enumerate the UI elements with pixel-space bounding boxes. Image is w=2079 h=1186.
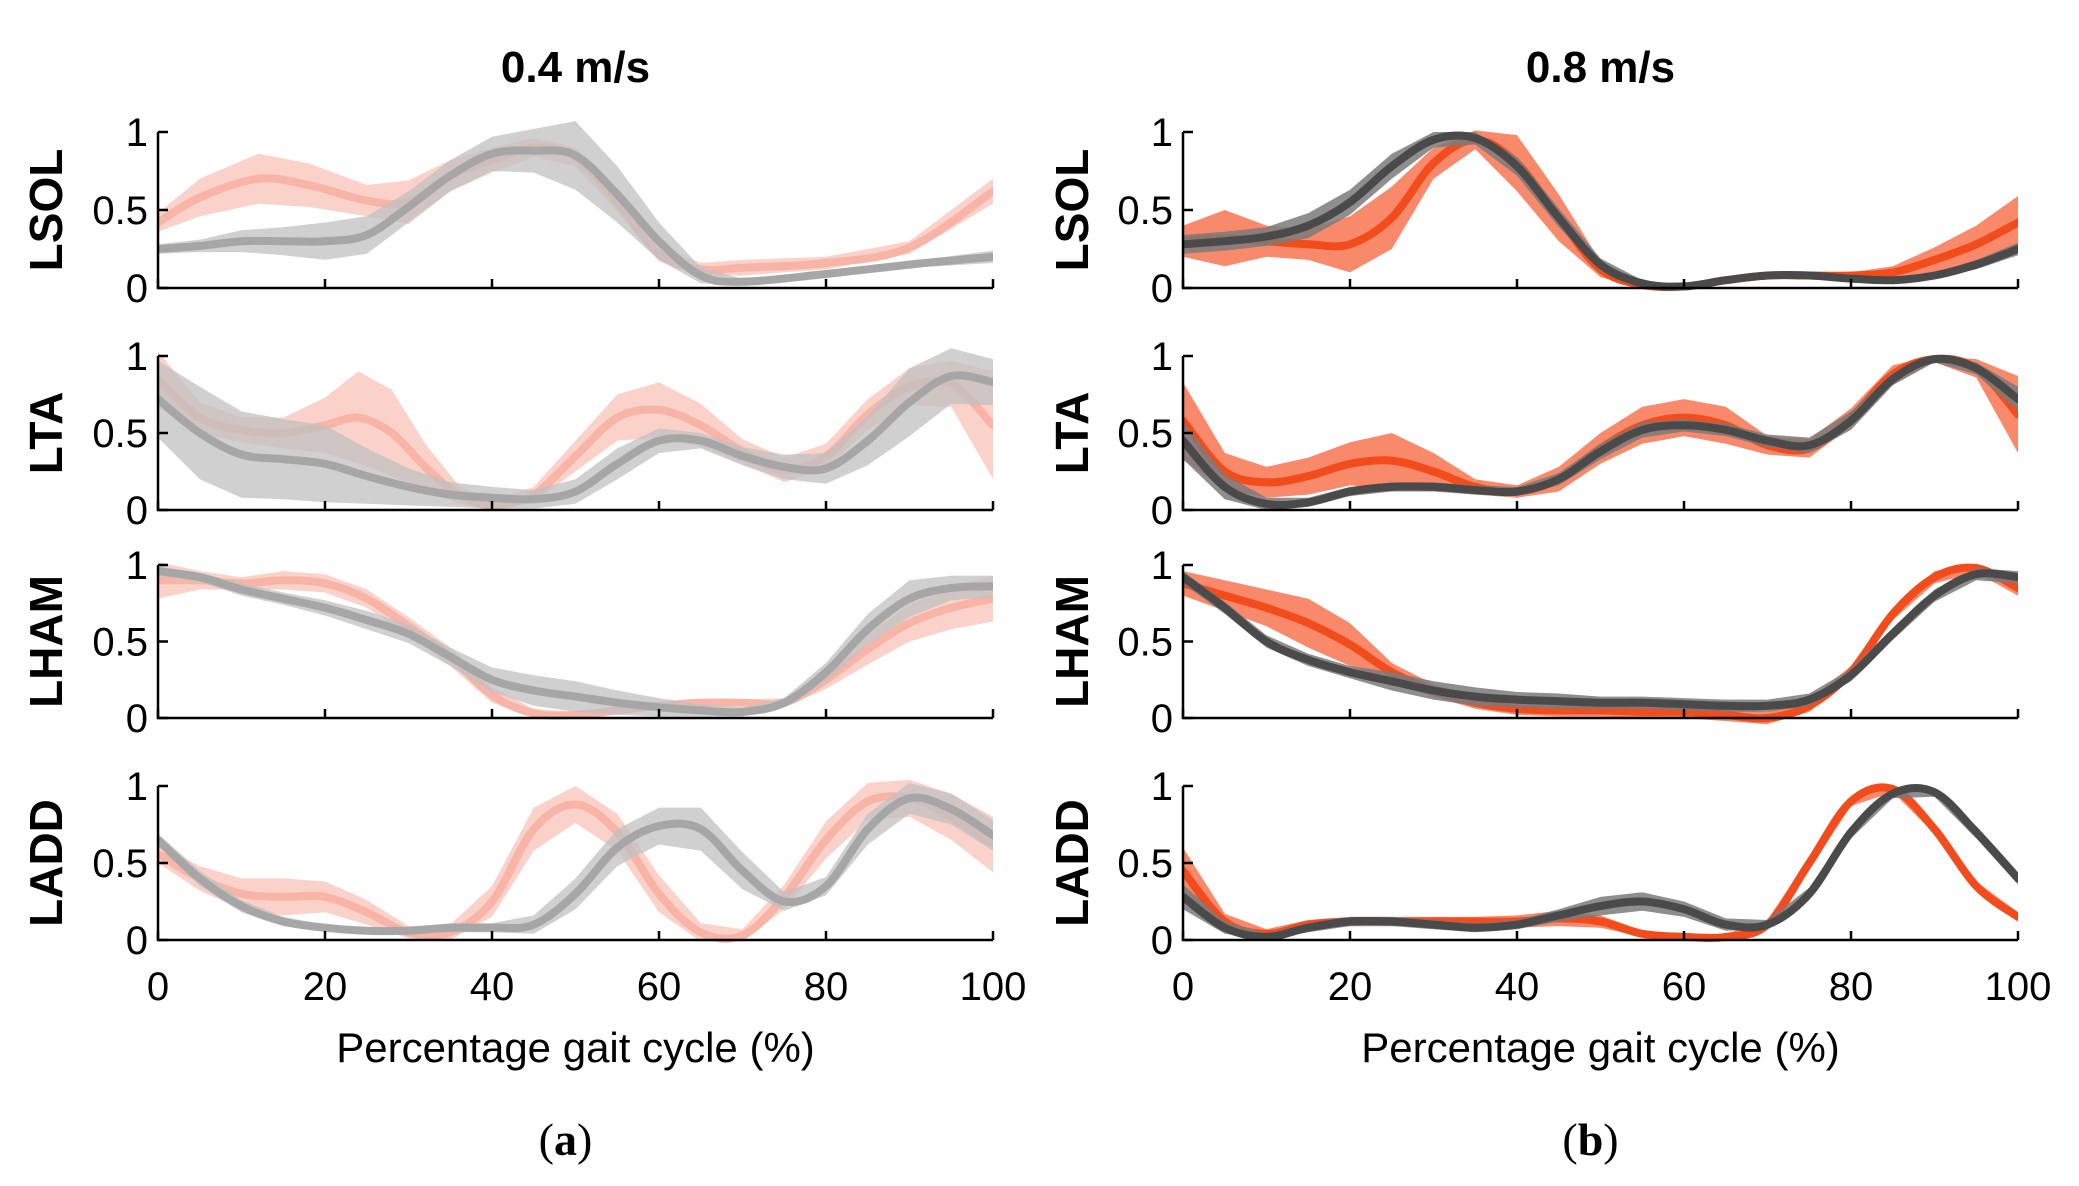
subplot-lsol: 0 0.5 1 LSOL (20, 111, 995, 311)
sd-band-gray (158, 121, 993, 285)
y-tick-label: 0.5 (92, 842, 148, 886)
panel-caption: (a) (539, 1114, 593, 1165)
sd-band-gray (158, 348, 993, 509)
plot-area (1183, 130, 2018, 292)
row-label: LHAM (1046, 575, 1098, 708)
sd-band-gray (1183, 568, 2018, 712)
y-tick-label: 1 (1151, 765, 1173, 809)
row-label: LADD (1046, 799, 1098, 927)
caption-part: b (1578, 1114, 1604, 1165)
panel-a: 0.4 m/s 0 0.5 1 LSOL 0 0.5 1 LTA 0 0.5 1 LHAM 0 0.5 1 LA… (20, 43, 1026, 1165)
mean-line-orange (1183, 563, 2018, 723)
x-tick-label: 60 (637, 965, 682, 1009)
y-tick-label: 0 (126, 489, 148, 533)
panel-title: 0.4 m/s (501, 43, 650, 92)
row-label: LSOL (1046, 149, 1098, 272)
y-tick-label: 0.5 (1117, 621, 1173, 665)
y-tick-label: 0 (126, 267, 148, 311)
sd-band-orange (1183, 786, 2018, 940)
x-axis-label: Percentage gait cycle (%) (336, 1024, 815, 1071)
mean-line-gray (158, 567, 993, 717)
y-tick-label: 0 (1151, 489, 1173, 533)
mean-line-gray (158, 793, 993, 936)
x-tick-label: 100 (1985, 965, 2052, 1009)
y-tick-label: 0.5 (92, 621, 148, 665)
sd-band-gray (158, 566, 993, 717)
row-label: LADD (20, 799, 72, 927)
x-tick-label: 100 (960, 965, 1027, 1009)
y-tick-label: 0.5 (92, 189, 148, 233)
caption-part: ) (577, 1114, 592, 1165)
mean-line-gray (1183, 354, 2018, 510)
y-tick-label: 0 (126, 919, 148, 963)
y-tick-label: 1 (126, 544, 148, 588)
y-tick-label: 1 (126, 765, 148, 809)
caption-part: a (554, 1114, 577, 1165)
mean-line-gray (158, 146, 993, 286)
row-label: LSOL (20, 149, 72, 272)
x-axis-label: Percentage gait cycle (%) (1361, 1024, 1840, 1071)
caption-part: ( (539, 1114, 554, 1165)
caption-part: ) (1603, 1114, 1618, 1165)
plot-area (158, 348, 993, 510)
caption-part: ( (1562, 1114, 1577, 1165)
row-label: LTA (1046, 392, 1098, 475)
x-tick-label: 20 (303, 965, 348, 1009)
y-tick-label: 0 (1151, 697, 1173, 741)
x-tick-label: 60 (1662, 965, 1707, 1009)
y-tick-label: 1 (1151, 544, 1173, 588)
y-tick-label: 0.5 (1117, 412, 1173, 456)
y-tick-label: 0.5 (1117, 189, 1173, 233)
mean-line-orange (158, 792, 993, 943)
y-tick-label: 1 (126, 111, 148, 155)
sd-band-gray (158, 782, 993, 934)
y-tick-label: 1 (126, 335, 148, 379)
subplot-lsol: 0 0.5 1 LSOL (1046, 111, 2020, 311)
mean-line-orange (158, 576, 993, 720)
panel-title: 0.8 m/s (1526, 43, 1675, 92)
subplot-lham: 0 0.5 1 LHAM (20, 544, 995, 741)
y-tick-label: 0.5 (1117, 842, 1173, 886)
plot-area (158, 779, 993, 943)
y-tick-label: 0 (1151, 267, 1173, 311)
plot-area (1183, 783, 2018, 942)
mean-line-gray (1183, 131, 2018, 291)
plot-area (158, 121, 993, 286)
subplot-ladd: 0 0.5 1 LADD (1046, 765, 2020, 963)
row-label: LHAM (20, 575, 72, 708)
mean-line-gray (158, 371, 993, 504)
y-tick-label: 0.5 (92, 412, 148, 456)
x-tick-label: 0 (147, 965, 169, 1009)
y-tick-label: 0 (1151, 919, 1173, 963)
subplot-lham: 0 0.5 1 LHAM (1046, 544, 2020, 741)
y-tick-label: 1 (1151, 335, 1173, 379)
plot-area (1183, 354, 2018, 510)
panel-b: 0.8 m/s 0 0.5 1 LSOL 0 0.5 1 LTA 0 0.5 1 LHAM 0 0.5 1 LA… (1046, 43, 2051, 1165)
sd-band-orange (1183, 130, 2018, 288)
subplot-lta: 0 0.5 1 LTA (20, 335, 995, 533)
plot-area (158, 561, 993, 720)
y-tick-label: 0 (126, 697, 148, 741)
x-tick-label: 80 (804, 965, 849, 1009)
mean-line-gray (1183, 784, 2018, 941)
panel-caption: (b) (1562, 1114, 1618, 1165)
x-tick-label: 0 (1172, 965, 1194, 1009)
row-label: LTA (20, 392, 72, 475)
subplot-lta: 0 0.5 1 LTA (1046, 335, 2020, 533)
subplot-ladd: 0 0.5 1 LADD (20, 765, 995, 963)
y-tick-label: 1 (1151, 111, 1173, 155)
mean-line-gray (1183, 569, 2018, 711)
x-tick-label: 40 (1495, 965, 1540, 1009)
x-tick-label: 40 (470, 965, 515, 1009)
x-tick-label: 80 (1829, 965, 1874, 1009)
plot-area (1183, 563, 2018, 725)
x-tick-label: 20 (1328, 965, 1373, 1009)
